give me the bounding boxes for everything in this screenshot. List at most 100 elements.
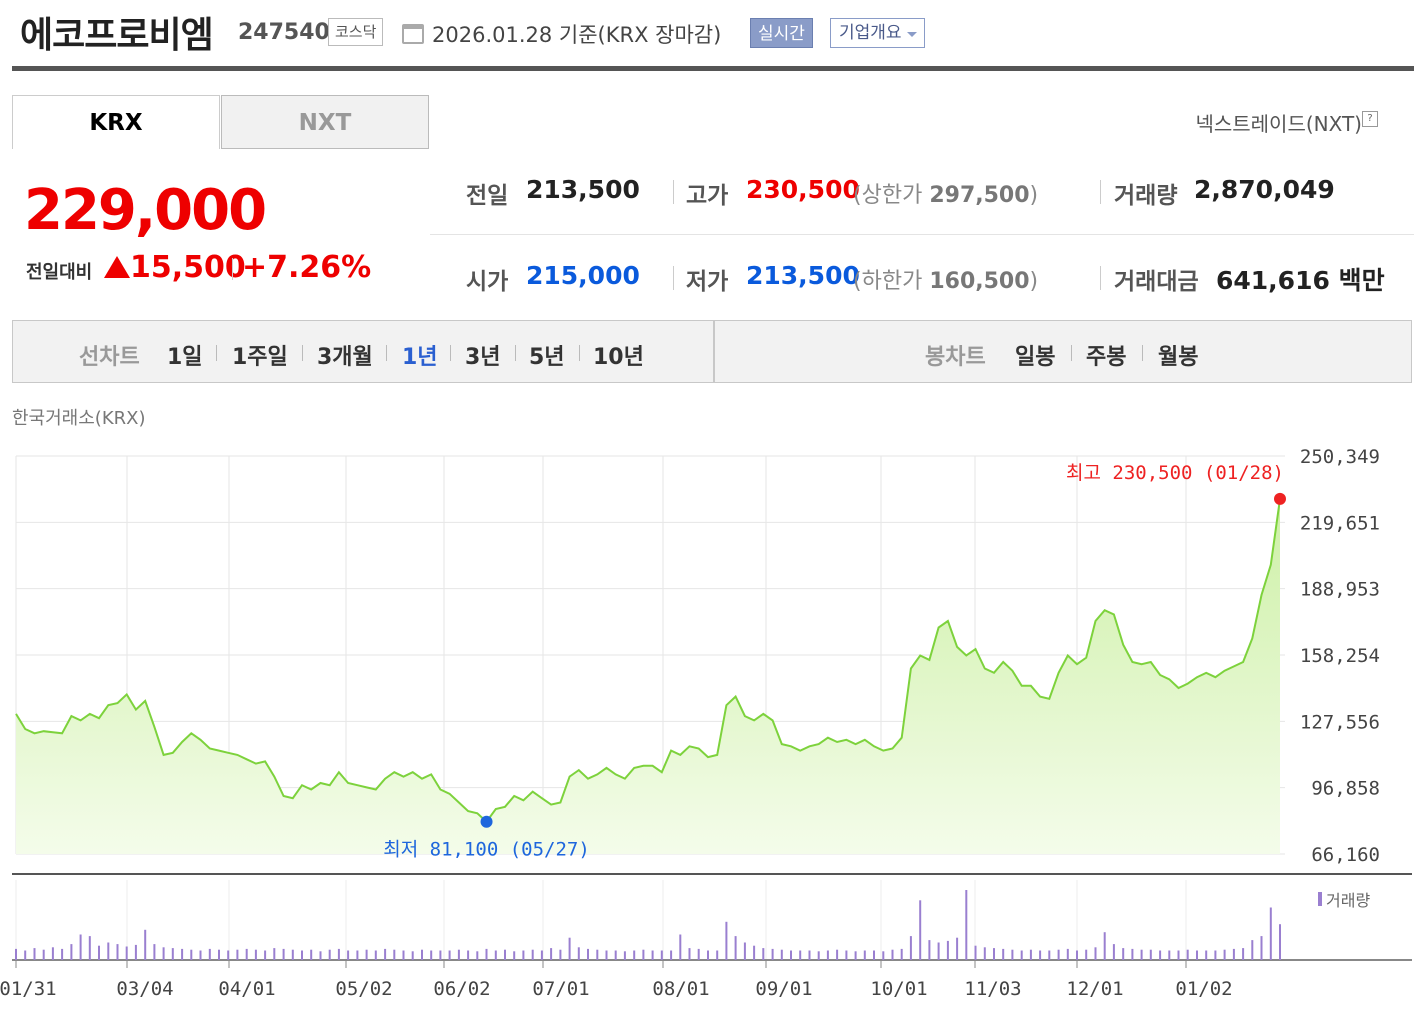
- max-annotation: 최고 230,500 (01/28): [1066, 462, 1284, 484]
- volume-bar: [1057, 949, 1060, 960]
- volume-bar: [974, 945, 977, 960]
- volume-bar: [421, 949, 423, 960]
- toolbar-separator: [1142, 345, 1143, 361]
- period-5y[interactable]: 5년: [529, 345, 565, 370]
- volume-bar: [218, 949, 220, 960]
- chevron-down-icon: [906, 32, 917, 37]
- stat-separator: [673, 180, 674, 204]
- period-1d[interactable]: 1일: [167, 345, 203, 370]
- volume-bar: [1260, 936, 1263, 960]
- volume-bar: [384, 948, 387, 960]
- tab-krx[interactable]: KRX: [12, 95, 220, 149]
- x-tick-label: 01/02: [1175, 978, 1232, 1000]
- volume-bar: [1076, 950, 1078, 960]
- candle-monthly[interactable]: 월봉: [1158, 345, 1199, 370]
- toolbar-separator: [579, 345, 580, 361]
- volume-bar: [660, 950, 663, 960]
- x-tick-label: 04/01: [218, 978, 275, 1000]
- info-icon[interactable]: ?: [1362, 111, 1378, 127]
- volume-bar: [310, 949, 313, 960]
- x-tick-label: 11/03: [964, 978, 1021, 1000]
- volume-bar: [328, 949, 331, 960]
- volume-bar: [937, 942, 940, 960]
- candle-chart-label: 봉차트: [925, 345, 986, 370]
- volume-bar: [402, 950, 405, 960]
- volume-bar: [301, 950, 303, 960]
- volume-bar: [605, 950, 608, 960]
- volume-bar: [1122, 948, 1125, 960]
- market-badge: 코스닥: [328, 18, 384, 46]
- price-area: [16, 498, 1280, 854]
- volume-legend-swatch: [1318, 892, 1322, 906]
- candle-weekly[interactable]: 주봉: [1086, 345, 1127, 370]
- volume-bar: [780, 949, 783, 960]
- x-tick-label: 07/01: [532, 978, 589, 1000]
- volume-bar: [670, 950, 673, 960]
- volume-bar: [817, 951, 820, 961]
- amount-label: 거래대금: [1114, 269, 1199, 295]
- upper-limit: (상한가 297,500): [853, 183, 1039, 208]
- volume-bar: [98, 945, 100, 960]
- volume-bar: [199, 950, 202, 960]
- min-point: [480, 815, 493, 828]
- nxt-info-link[interactable]: 넥스트레이드(NXT): [1195, 112, 1362, 136]
- volume-bar: [347, 950, 350, 960]
- open-label: 시가: [466, 269, 509, 295]
- volume-bar: [707, 950, 709, 960]
- volume-bar: [614, 950, 617, 960]
- volume-bar: [725, 921, 728, 960]
- tab-nxt[interactable]: NXT: [221, 95, 429, 149]
- volume-bar: [457, 949, 460, 960]
- volume-bar: [1029, 949, 1032, 960]
- header-divider: [12, 66, 1414, 71]
- volume-bar: [1279, 924, 1281, 960]
- volume-bar: [1251, 940, 1254, 960]
- volume-bar: [716, 950, 719, 960]
- volume-bar: [70, 944, 73, 960]
- period-10y[interactable]: 10년: [593, 345, 644, 370]
- x-tick-label: 06/02: [433, 978, 490, 1000]
- lower-limit-label: 하한가: [861, 269, 923, 294]
- period-3m[interactable]: 3개월: [317, 345, 373, 370]
- volume-bar: [762, 948, 765, 960]
- toolbar-separator: [1071, 345, 1072, 361]
- period-3y[interactable]: 3년: [465, 345, 501, 370]
- candle-daily[interactable]: 일봉: [1015, 345, 1056, 370]
- min-annotation: 최저 81,100 (05/27): [383, 839, 590, 861]
- volume-bar: [411, 951, 414, 961]
- volume-bar: [264, 950, 267, 960]
- period-1w[interactable]: 1주일: [232, 345, 288, 370]
- max-point: [1274, 492, 1286, 505]
- amount-number: 641,616: [1216, 266, 1330, 295]
- toolbar-separator: [302, 345, 303, 361]
- volume-bar: [208, 948, 211, 960]
- change-value: 15,500: [130, 250, 246, 285]
- realtime-button[interactable]: 실시간: [750, 18, 813, 48]
- volume-bar: [291, 949, 294, 960]
- volume-bar: [1186, 949, 1189, 960]
- volume-bar: [928, 940, 931, 960]
- volume-bar: [550, 948, 553, 960]
- volume-bar: [1112, 944, 1115, 960]
- volume-bar: [42, 949, 45, 960]
- amount-unit: 백만: [1338, 266, 1385, 295]
- volume-bar: [273, 948, 276, 960]
- volume-bar: [153, 944, 156, 960]
- volume-bar: [319, 951, 322, 961]
- volume-bar: [1159, 950, 1162, 960]
- volume-label: 거래량: [1114, 183, 1178, 209]
- volume-bar: [282, 948, 285, 960]
- low-label: 저가: [686, 269, 729, 295]
- toolbar-separator: [450, 345, 451, 361]
- stat-separator: [1100, 266, 1101, 290]
- volume-bar: [965, 890, 968, 960]
- volume-bar: [467, 950, 470, 960]
- price-line: [15, 498, 1281, 824]
- volume-bar: [1223, 949, 1226, 960]
- company-overview-dropdown[interactable]: 기업개요: [830, 18, 925, 48]
- change-separator: [232, 258, 233, 280]
- volume-bar: [734, 936, 737, 960]
- period-1y[interactable]: 1년: [402, 345, 438, 370]
- volume-bar: [790, 950, 792, 960]
- volume-bar: [448, 950, 451, 960]
